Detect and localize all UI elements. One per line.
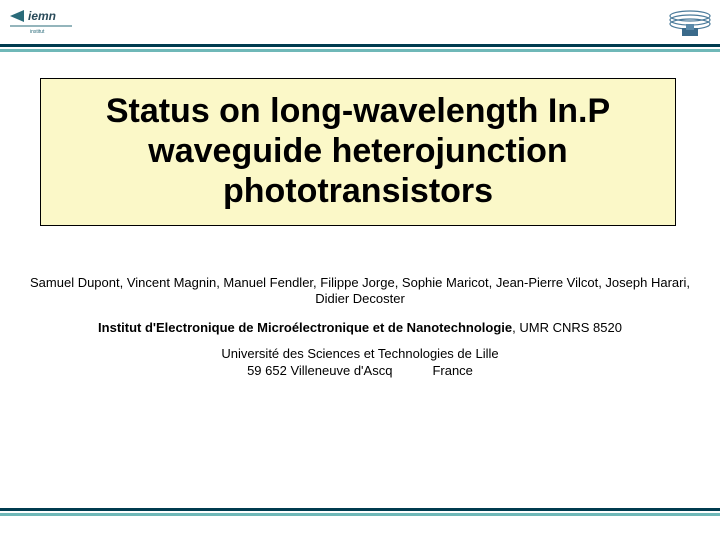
svg-text:iemn: iemn [28,9,56,23]
footer-divider [0,508,720,516]
slide-title: Status on long-wavelength In.P waveguide… [45,91,671,211]
university-name: Université des Sciences et Technologies … [221,346,498,361]
header-line-bottom [0,49,720,52]
footer-line-top [0,508,720,511]
logo-right [666,6,714,40]
institute-code: , UMR CNRS 8520 [512,320,622,335]
university-address: 59 652 Villeneuve d'Ascq [247,363,392,378]
authors-line: Samuel Dupont, Vincent Magnin, Manuel Fe… [30,275,690,308]
institute-name: Institut d'Electronique de Microélectron… [98,320,512,335]
university-block: Université des Sciences et Technologies … [30,346,690,380]
header-line-top [0,44,720,47]
university-country: France [432,363,472,380]
footer-line-bottom [0,513,720,516]
title-box: Status on long-wavelength In.P waveguide… [40,78,676,226]
logo-left: iemn institut [6,6,78,36]
svg-text:institut: institut [30,29,45,35]
header-divider [0,44,720,52]
institute-line: Institut d'Electronique de Microélectron… [30,320,690,335]
